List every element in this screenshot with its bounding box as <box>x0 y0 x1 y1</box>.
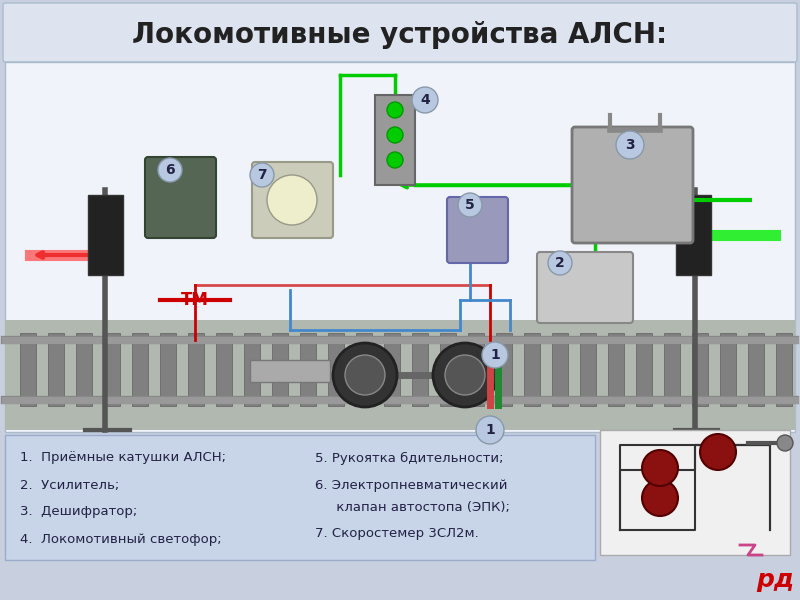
Bar <box>692 333 708 406</box>
Text: 6. Электропневматический: 6. Электропневматический <box>315 479 507 491</box>
Bar <box>468 333 484 406</box>
Circle shape <box>387 102 403 118</box>
Bar <box>384 333 400 406</box>
Text: 1.  Приёмные катушки АЛСН;: 1. Приёмные катушки АЛСН; <box>20 451 226 464</box>
Bar <box>580 333 596 406</box>
Circle shape <box>642 450 678 486</box>
Bar <box>636 333 652 406</box>
Text: 2: 2 <box>555 256 565 270</box>
Circle shape <box>412 87 438 113</box>
Bar <box>524 333 540 406</box>
Bar <box>272 333 288 406</box>
Text: 6: 6 <box>165 163 175 177</box>
Text: Локомотивные устройства АЛСН:: Локомотивные устройства АЛСН: <box>133 21 667 49</box>
Bar <box>0 558 800 600</box>
Bar <box>776 333 792 406</box>
Text: 5. Рукоятка бдительности;: 5. Рукоятка бдительности; <box>315 451 503 464</box>
Bar <box>88 195 123 275</box>
FancyBboxPatch shape <box>537 252 633 323</box>
Bar <box>608 333 624 406</box>
Circle shape <box>433 343 497 407</box>
Circle shape <box>777 435 793 451</box>
Text: клапан автостопа (ЭПК);: клапан автостопа (ЭПК); <box>315 500 510 514</box>
Circle shape <box>548 251 572 275</box>
Bar <box>664 333 680 406</box>
Bar <box>160 333 176 406</box>
Circle shape <box>616 131 644 159</box>
Text: ТМ: ТМ <box>181 291 209 309</box>
Bar <box>5 320 795 430</box>
FancyBboxPatch shape <box>5 62 795 432</box>
Text: рд: рд <box>756 568 794 592</box>
Circle shape <box>700 434 736 470</box>
Circle shape <box>267 175 317 225</box>
Text: 3.  Дешифратор;: 3. Дешифратор; <box>20 505 138 518</box>
Bar <box>720 333 736 406</box>
Bar <box>440 333 456 406</box>
Bar <box>676 195 711 275</box>
Bar <box>20 333 36 406</box>
Text: 7. Скоростемер 3СЛ2м.: 7. Скоростемер 3СЛ2м. <box>315 527 478 541</box>
Bar <box>104 333 120 406</box>
Bar <box>250 360 330 382</box>
Bar <box>132 333 148 406</box>
Bar <box>48 333 64 406</box>
Text: 2.  Усилитель;: 2. Усилитель; <box>20 479 119 491</box>
FancyBboxPatch shape <box>600 430 790 555</box>
Bar <box>356 333 372 406</box>
Text: 2: 2 <box>554 256 566 271</box>
Circle shape <box>642 480 678 516</box>
FancyBboxPatch shape <box>5 435 595 560</box>
Bar <box>188 333 204 406</box>
Circle shape <box>345 355 385 395</box>
FancyBboxPatch shape <box>572 127 693 243</box>
Bar <box>496 333 512 406</box>
Text: 4: 4 <box>420 93 430 107</box>
Circle shape <box>387 152 403 168</box>
Text: 1: 1 <box>485 423 495 437</box>
Bar <box>216 333 232 406</box>
Text: 4.  Локомотивный светофор;: 4. Локомотивный светофор; <box>20 533 222 545</box>
Bar <box>412 333 428 406</box>
Circle shape <box>445 355 485 395</box>
FancyBboxPatch shape <box>145 157 216 238</box>
Text: 5: 5 <box>465 198 475 212</box>
Bar <box>552 333 568 406</box>
Circle shape <box>387 127 403 143</box>
Circle shape <box>158 158 182 182</box>
Bar <box>76 333 92 406</box>
Bar <box>244 333 260 406</box>
FancyBboxPatch shape <box>252 162 333 238</box>
Text: 3: 3 <box>625 138 635 152</box>
Text: 1: 1 <box>490 348 500 362</box>
FancyBboxPatch shape <box>447 197 508 263</box>
Text: 7: 7 <box>257 168 267 182</box>
Circle shape <box>250 163 274 187</box>
Bar <box>375 95 415 185</box>
Circle shape <box>458 193 482 217</box>
Bar <box>748 333 764 406</box>
FancyBboxPatch shape <box>3 3 797 62</box>
Bar <box>300 333 316 406</box>
Circle shape <box>482 342 508 368</box>
Bar <box>328 333 344 406</box>
Circle shape <box>476 416 504 444</box>
Circle shape <box>333 343 397 407</box>
